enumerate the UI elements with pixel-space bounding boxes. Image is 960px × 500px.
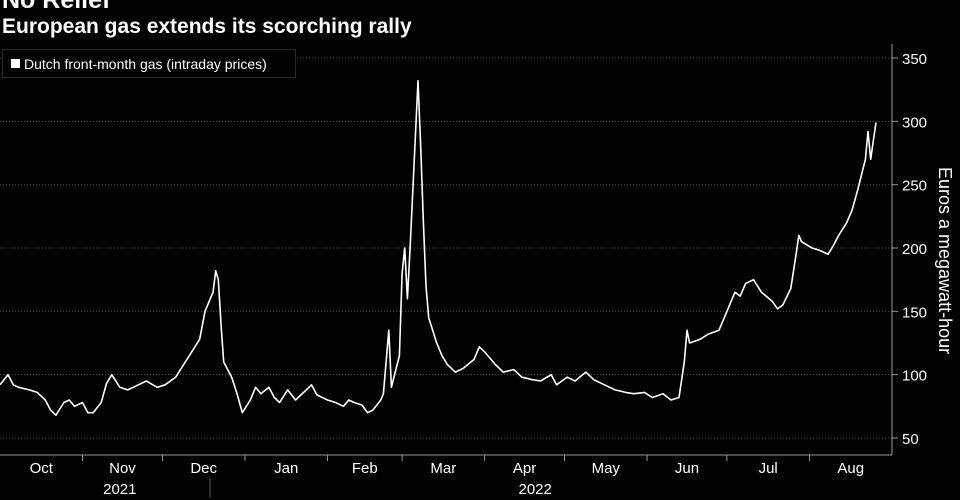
legend-label: Dutch front-month gas (intraday prices) <box>24 55 267 72</box>
chart-subtitle: European gas extends its scorching rally <box>2 15 412 38</box>
year-label: 2022 <box>519 481 552 498</box>
x-tick-label: May <box>592 460 621 477</box>
legend-swatch <box>11 59 20 68</box>
x-tick-label: Mar <box>430 460 456 477</box>
y-tick-label: 200 <box>902 241 927 258</box>
y-tick-label: 50 <box>902 431 919 448</box>
x-tick-label: Jun <box>675 460 699 477</box>
x-tick-label: Apr <box>513 460 536 477</box>
y-tick-label: 350 <box>902 51 927 68</box>
y-axis-label: Euros a megawatt-hour <box>935 167 955 354</box>
legend: Dutch front-month gas (intraday prices) <box>2 49 296 78</box>
y-tick-label: 250 <box>902 178 927 195</box>
y-axis: 50 100 150 200 250 300 350 <box>891 44 927 455</box>
y-tick-label: 150 <box>902 304 927 321</box>
grid-lines <box>0 57 892 439</box>
x-axis: Oct Nov Dec Jan Feb Mar Apr May Jun Jul Aug 2021 202… <box>0 454 892 498</box>
y-tick-label: 100 <box>902 368 927 385</box>
x-tick-label: Jul <box>759 460 778 477</box>
x-tick-label: Aug <box>837 460 864 477</box>
y-tick-label: 300 <box>902 114 927 131</box>
x-tick-label: Dec <box>190 460 217 477</box>
series-line-gas <box>0 80 877 416</box>
x-tick-label: Jan <box>274 460 298 477</box>
x-tick-label: Feb <box>352 460 378 477</box>
x-tick-label: Oct <box>30 460 54 477</box>
year-label: 2021 <box>103 481 136 498</box>
series-layer <box>0 80 877 416</box>
chart-title: No Relief <box>2 0 111 14</box>
x-tick-label: Nov <box>109 460 136 477</box>
